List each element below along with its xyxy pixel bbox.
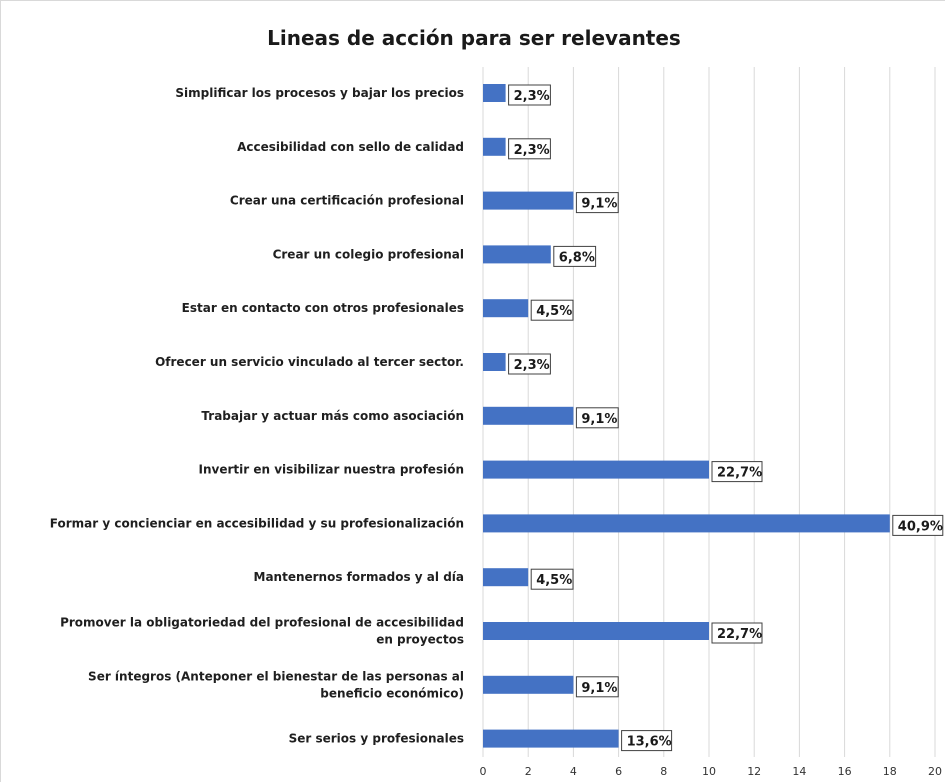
category-label: Crear una certificación profesional [230,194,464,208]
bar [483,137,506,156]
category-label-line: Trabajar y actuar más como asociación [201,409,464,423]
bar [483,406,574,425]
data-label: 2,3% [514,358,550,373]
x-tick-label: 16 [838,765,852,778]
data-labels: 2,3% 2,3% 9,1% 6,8% 4,5% 2,3% 9,1% 22,7% 40,9% 4,… [508,84,944,752]
x-tick-label: 14 [792,765,806,778]
data-label-box [530,299,574,321]
data-label-box [553,245,597,267]
category-label-line: Accesibilidad con sello de calidad [237,140,464,154]
x-tick-label: 0 [480,765,487,778]
data-label: 13,6% [627,735,672,750]
category-label-line: Crear una certificación profesional [230,194,464,208]
data-label-box [621,730,673,752]
x-tick-label: 8 [660,765,667,778]
category-label-line: Promover la obligatoriedad del profesion… [60,616,464,630]
bar [483,729,619,748]
bar [483,460,709,479]
bar [483,84,506,102]
bar [483,353,506,371]
data-label: 2,3% [514,143,550,158]
category-label-line: beneficio económico) [320,686,464,700]
category-label-line: en proyectos [376,633,464,647]
data-label: 4,5% [536,304,572,319]
bar [483,675,574,694]
category-label: Crear un colegio profesional [273,247,464,261]
category-label-line: Simplificar los procesos y bajar los pre… [175,86,464,100]
category-label: Ser serios y profesionales [289,732,464,746]
data-label-box [508,138,551,160]
data-label-box [575,407,619,429]
x-tick-label: 10 [702,765,716,778]
bar [483,622,709,640]
gridlines [482,67,936,757]
data-label-box [530,568,574,590]
category-label: Estar en contacto con otros profesionale… [182,301,464,315]
data-label: 2,3% [514,89,550,104]
data-label: 22,7% [717,466,762,481]
category-label: Accesibilidad con sello de calidad [237,140,464,154]
bar [483,191,574,210]
data-label-box [892,514,944,536]
category-label-line: Ofrecer un servicio vinculado al tercer … [155,355,464,369]
category-label: Trabajar y actuar más como asociación [201,409,464,423]
category-label-line: Mantenernos formados y al día [254,570,465,584]
x-tick-label: 12 [747,765,761,778]
x-tick-label: 6 [615,765,622,778]
category-label-line: Crear un colegio profesional [273,247,464,261]
data-label: 22,7% [717,627,762,642]
bars [483,84,890,748]
bar [483,568,529,587]
category-label: Invertir en visibilizar nuestra profesió… [199,463,464,477]
x-tick-label: 18 [883,765,897,778]
category-label-line: Ser serios y profesionales [289,732,464,746]
data-label-box [575,676,619,698]
category-label-line: Estar en contacto con otros profesionale… [182,301,464,315]
x-tick-label: 4 [570,765,577,778]
bar [483,299,529,318]
category-label-line: Ser íntegros (Anteponer el bienestar de … [88,669,464,683]
category-label: Ofrecer un servicio vinculado al tercer … [155,355,464,369]
data-label: 4,5% [536,573,572,588]
category-label: Simplificar los procesos y bajar los pre… [175,86,464,100]
data-label-box [711,622,763,644]
data-label-box [575,192,619,214]
data-label-box [711,461,763,483]
data-label-box [508,353,551,375]
category-label: Ser íntegros (Anteponer el bienestar de … [88,669,464,700]
data-label: 9,1% [581,197,617,212]
bar [483,245,551,264]
category-labels: Simplificar los procesos y bajar los pre… [50,86,464,746]
data-label: 40,9% [898,519,943,534]
category-label: Formar y concienciar en accesibilidad y … [50,516,464,530]
data-label: 9,1% [581,681,617,696]
category-label: Mantenernos formados y al día [254,570,465,584]
x-tick-label: 2 [525,765,532,778]
category-label-line: Formar y concienciar en accesibilidad y … [50,516,464,530]
x-tick-labels: 0 2 4 6 8 10 12 14 16 18 20 [480,765,943,778]
x-tick-label: 20 [928,765,942,778]
category-label-line: Invertir en visibilizar nuestra profesió… [199,463,464,477]
bar [483,514,890,533]
chart-title: Lineas de acción para ser relevantes [267,26,681,50]
data-label: 6,8% [559,250,595,265]
data-label: 9,1% [581,412,617,427]
data-label-box [508,84,551,106]
category-label: Promover la obligatoriedad del profesion… [60,616,464,647]
